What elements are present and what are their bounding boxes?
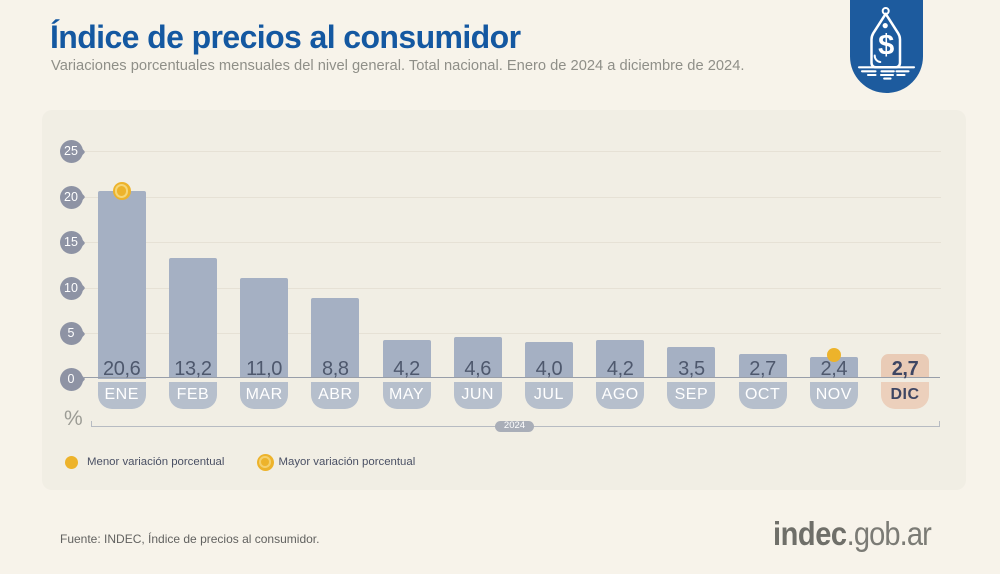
svg-text:$: $ <box>878 30 894 62</box>
